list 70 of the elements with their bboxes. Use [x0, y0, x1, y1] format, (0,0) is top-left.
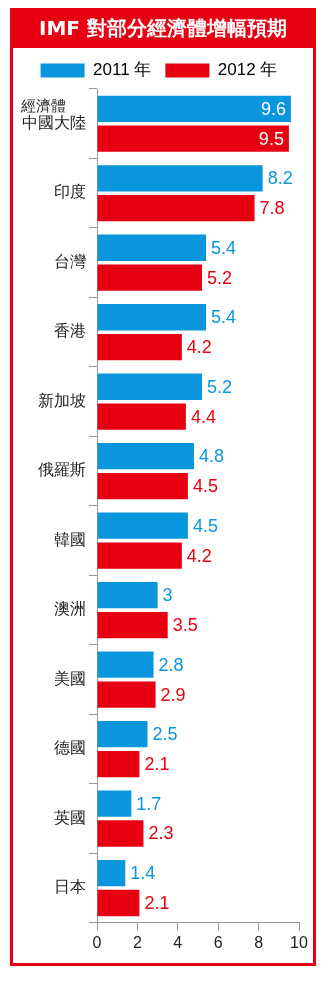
y-tick-label: 美國: [54, 668, 86, 688]
bar: [97, 304, 207, 331]
bar: [97, 582, 158, 609]
data-label: 4.5: [192, 476, 218, 497]
y-tick-label: 澳洲: [54, 599, 86, 619]
bar: [97, 264, 203, 291]
x-tick-label: 10: [290, 933, 308, 951]
bar: [97, 750, 140, 778]
data-label: 3.5: [172, 615, 198, 636]
data-label: 9.6: [260, 98, 286, 119]
x-tick-label: 6: [213, 933, 223, 951]
bar: [97, 721, 148, 748]
bar: [97, 472, 188, 500]
bar: [97, 542, 182, 569]
data-label: 3: [162, 585, 173, 606]
bar: [97, 373, 203, 400]
bar: [97, 125, 289, 152]
data-label: 7.8: [259, 198, 285, 219]
data-label: 5.4: [211, 307, 237, 328]
y-tick-label: 俄羅斯: [38, 460, 86, 480]
x-tick-label: 2: [132, 933, 142, 951]
y-tick-label: 新加坡: [38, 390, 86, 410]
y-tick-label: 日本: [54, 877, 86, 897]
data-label: 4.2: [186, 337, 212, 358]
bar: [97, 820, 144, 847]
legend-label: 2011 年: [93, 60, 152, 80]
bar: [97, 165, 263, 192]
data-label: 5.2: [207, 267, 233, 288]
data-label: 2.3: [148, 823, 174, 844]
data-label: 4.2: [186, 545, 212, 566]
data-label: 8.2: [267, 168, 293, 189]
y-tick-label: 香港: [54, 321, 86, 341]
bar: [97, 790, 132, 817]
data-label: 2.1: [144, 892, 170, 913]
bar: [97, 95, 291, 122]
x-tick-label: 8: [254, 933, 264, 951]
data-label: 4.8: [198, 446, 224, 467]
data-label: 1.7: [136, 793, 162, 814]
y-tick-label: 印度: [54, 182, 86, 202]
bar: [97, 234, 207, 261]
bar: [97, 443, 194, 470]
bar: [97, 611, 168, 639]
bar: [97, 512, 188, 539]
y-tick-label: 台灣: [54, 251, 86, 271]
bar: [97, 403, 186, 430]
bar: [97, 195, 255, 222]
bar: [97, 889, 140, 917]
data-label: 2.5: [152, 724, 178, 745]
x-tick-label: 0: [92, 933, 102, 951]
data-label: 2.8: [158, 654, 184, 675]
y-tick-label: 中國大陸: [22, 112, 86, 132]
data-label: 1.4: [130, 863, 156, 884]
bar: [97, 333, 182, 361]
data-label: 2.1: [144, 754, 170, 774]
data-label: 9.5: [258, 128, 284, 149]
y-axis-title: 經濟體: [21, 97, 66, 115]
data-label: 5.2: [207, 376, 233, 397]
bar: [97, 859, 126, 887]
y-tick-label: 韓國: [54, 529, 86, 549]
y-tick-label: 德國: [54, 738, 86, 758]
data-label: 5.4: [211, 237, 237, 258]
bar: [97, 681, 156, 708]
bar: [97, 651, 154, 678]
data-label: 4.4: [190, 406, 216, 427]
x-tick-label: 4: [173, 933, 183, 951]
data-label: 2.9: [160, 684, 186, 705]
legend-label: 2012 年: [217, 60, 278, 80]
chart-title: IMF 對部分經濟體增幅預期: [13, 11, 313, 48]
data-label: 4.5: [192, 515, 218, 536]
y-tick-label: 英國: [54, 807, 86, 827]
